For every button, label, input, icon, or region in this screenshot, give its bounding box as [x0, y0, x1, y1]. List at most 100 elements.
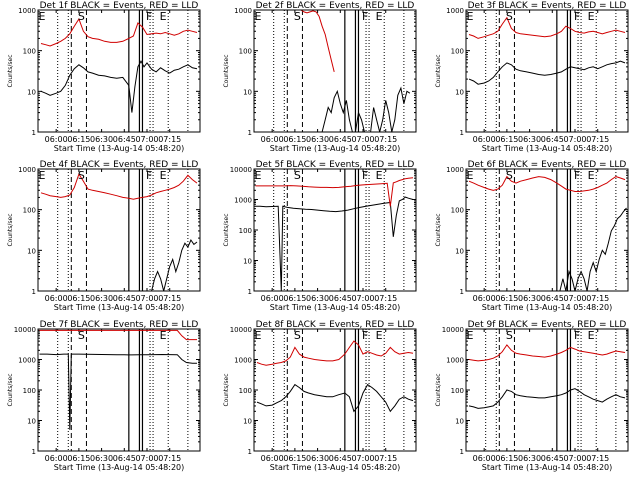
plot-frame [253, 328, 417, 452]
chart-panel: Det 7f BLACK = Events, RED = LLD Counts/s… [7, 320, 201, 472]
y-tick-label: 10 [455, 418, 464, 426]
x-tick-label: 07:15 [374, 454, 397, 463]
y-tick-label: 100 [451, 207, 464, 215]
lld-series-line [255, 177, 414, 207]
x-tick-label: 07:15 [158, 135, 181, 144]
x-tick-label: 06:45 [329, 135, 352, 144]
event-marker-label: E [160, 10, 167, 23]
y-axis-label: Counts/sec [7, 373, 14, 406]
y-tick-label: 10 [27, 418, 36, 426]
event-marker-label: F [574, 329, 580, 342]
y-tick-label: 1000 [446, 166, 464, 174]
plot-frame [37, 168, 201, 292]
event-marker-label: F [362, 169, 368, 182]
y-tick-label: 1 [32, 448, 36, 456]
x-tick-label: 06:30 [518, 454, 541, 463]
x-tick-label: 06:45 [541, 294, 564, 303]
x-tick-label: 06:00 [473, 294, 496, 303]
panel-title: Det 1f BLACK = Events, RED = LLD [40, 1, 199, 11]
y-tick-label: 1000 [18, 166, 36, 174]
event-marker-label: E [376, 169, 383, 182]
x-tick-label: 07:15 [374, 135, 397, 144]
y-axis-label: Counts/sec [435, 213, 442, 246]
y-axis-label: Counts/sec [223, 54, 230, 87]
x-tick-label: 06:15 [283, 454, 306, 463]
y-tick-label: 1000 [234, 7, 252, 15]
chart-panel: Det 2f BLACK = Events, RED = LLD Counts/s… [223, 1, 417, 153]
x-tick-label: 07:00 [563, 294, 586, 303]
y-tick-label: 1 [32, 288, 36, 296]
event-marker-label: E [255, 169, 262, 182]
event-marker-label: E [467, 329, 474, 342]
panel-title: Det 2f BLACK = Events, RED = LLD [256, 1, 415, 11]
event-marker-label: E [376, 10, 383, 23]
x-tick-label: 07:15 [158, 454, 181, 463]
y-tick-label: 100 [451, 48, 464, 56]
series-group [40, 17, 198, 113]
y-tick-label: 1000 [234, 197, 252, 205]
x-tick-label: 07:15 [586, 454, 609, 463]
x-axis-label: Start Time (13-Aug-14 05:48:20) [54, 463, 185, 472]
event-marker-label: S [78, 169, 85, 182]
x-tick-label: 06:15 [283, 135, 306, 144]
x-tick-label: 06:00 [45, 135, 68, 144]
events-series-line [39, 353, 197, 430]
panel-title: Det 8f BLACK = Events, RED = LLD [256, 320, 415, 330]
event-marker-label: E [39, 10, 46, 23]
y-tick-label: 10000 [230, 166, 252, 174]
x-tick-label: 06:15 [67, 294, 90, 303]
event-marker-label: F [146, 10, 152, 23]
series-group [468, 344, 626, 409]
event-marker-label: E [467, 169, 474, 182]
series-group [468, 16, 626, 85]
y-axis-label: Counts/sec [435, 54, 442, 87]
series-group [255, 177, 414, 291]
x-tick-label: 06:30 [90, 135, 113, 144]
event-marker-label: S [506, 329, 513, 342]
event-marker-label: E [39, 169, 46, 182]
x-tick-label: 06:15 [67, 454, 90, 463]
x-tick-label: 07:15 [586, 135, 609, 144]
y-tick-label: 1000 [446, 357, 464, 365]
y-tick-label: 10 [27, 247, 36, 255]
lld-series-line [468, 16, 626, 39]
y-tick-label: 100 [239, 387, 252, 395]
plot-frame [253, 168, 417, 292]
x-tick-label: 06:30 [90, 454, 113, 463]
event-marker-label: E [588, 10, 595, 23]
events-series-line [559, 207, 627, 291]
event-marker-label: E [467, 10, 474, 23]
x-tick-label: 06:45 [113, 294, 136, 303]
event-marker-label: E [255, 329, 262, 342]
x-tick-label: 07:15 [586, 294, 609, 303]
panel-title: Det 5f BLACK = Events, RED = LLD [256, 160, 415, 170]
y-tick-label: 10 [27, 88, 36, 96]
y-tick-label: 1 [460, 129, 464, 137]
x-axis-label: Start Time (13-Aug-14 05:48:20) [270, 144, 401, 153]
x-axis-label: Start Time (13-Aug-14 05:48:20) [54, 303, 185, 312]
x-tick-label: 07:00 [351, 454, 374, 463]
event-lines [57, 169, 189, 291]
x-axis-label: Start Time (13-Aug-14 05:48:20) [482, 303, 613, 312]
series-group [297, 10, 411, 132]
plot-frame [37, 9, 201, 133]
x-tick-label: 06:30 [306, 294, 329, 303]
x-tick-label: 07:15 [158, 294, 181, 303]
x-tick-label: 07:15 [374, 294, 397, 303]
panel-title: Det 7f BLACK = Events, RED = LLD [40, 320, 199, 330]
y-tick-label: 1 [248, 288, 252, 296]
event-marker-label: S [78, 10, 85, 23]
x-tick-label: 06:45 [541, 454, 564, 463]
x-tick-label: 07:00 [135, 294, 158, 303]
event-lines [57, 329, 189, 451]
events-series-line [468, 60, 626, 85]
x-tick-label: 06:30 [518, 294, 541, 303]
chart-panel: Det 8f BLACK = Events, RED = LLD Counts/s… [223, 320, 417, 472]
panel-title: Det 9f BLACK = Events, RED = LLD [468, 320, 627, 330]
y-tick-label: 1 [460, 288, 464, 296]
x-axis-label: Start Time (13-Aug-14 05:48:20) [482, 463, 613, 472]
series-group [256, 340, 414, 413]
lld-series-line [40, 172, 198, 200]
y-tick-label: 10000 [230, 326, 252, 334]
